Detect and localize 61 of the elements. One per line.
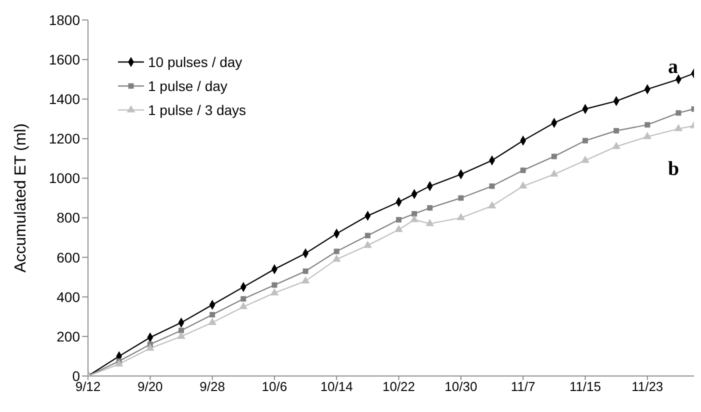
legend-label: 1 pulse / 3 days bbox=[148, 101, 246, 120]
x-tick-label: 11/7 bbox=[510, 379, 536, 394]
x-tick-label: 10/14 bbox=[320, 379, 353, 394]
point bbox=[394, 224, 403, 232]
point bbox=[332, 254, 341, 262]
point bbox=[410, 214, 418, 222]
point bbox=[427, 205, 433, 211]
point bbox=[644, 122, 650, 128]
point bbox=[582, 138, 588, 144]
point bbox=[518, 181, 528, 189]
annotation: a bbox=[668, 56, 678, 79]
point bbox=[208, 318, 216, 326]
point bbox=[520, 168, 526, 174]
annotation: b bbox=[668, 158, 680, 181]
x-tick-label: 11/15 bbox=[569, 379, 602, 394]
point bbox=[177, 332, 186, 339]
x-tick-label: 10/30 bbox=[444, 379, 478, 394]
x-tick-label: 11/23 bbox=[632, 379, 664, 394]
y-tick-label: 1800 bbox=[48, 12, 80, 28]
point bbox=[488, 201, 496, 208]
point bbox=[210, 312, 216, 318]
y-tick-label: 400 bbox=[56, 288, 80, 305]
point bbox=[489, 183, 495, 189]
point bbox=[458, 195, 464, 201]
x-tick-label: 9/20 bbox=[138, 379, 163, 394]
point bbox=[676, 110, 682, 116]
point bbox=[146, 344, 154, 351]
point bbox=[396, 217, 402, 222]
point bbox=[239, 302, 248, 310]
y-axis-title: Accumulated ET (ml) bbox=[12, 123, 30, 273]
y-tick-label: 800 bbox=[56, 210, 80, 226]
y-tick-label: 600 bbox=[56, 249, 80, 266]
point bbox=[426, 218, 434, 226]
x-tick-label: 10/22 bbox=[382, 379, 416, 394]
point bbox=[674, 124, 683, 132]
y-tick-label: 200 bbox=[56, 328, 80, 344]
point bbox=[240, 296, 246, 302]
point bbox=[643, 132, 652, 140]
y-tick-label: 1400 bbox=[48, 91, 80, 108]
point bbox=[301, 276, 310, 284]
point bbox=[456, 212, 466, 220]
y-tick-label: 1600 bbox=[48, 52, 80, 68]
point bbox=[412, 211, 418, 217]
point bbox=[612, 142, 620, 149]
legend-label: 1 pulse / day bbox=[148, 77, 228, 96]
point bbox=[364, 240, 372, 248]
point bbox=[550, 169, 558, 177]
point bbox=[364, 232, 370, 238]
point bbox=[551, 154, 557, 160]
point bbox=[272, 282, 278, 288]
y-tick-label: 1000 bbox=[48, 170, 80, 186]
y-tick-label: 1200 bbox=[48, 130, 80, 147]
x-tick-label: 9/28 bbox=[200, 379, 225, 394]
legend-label: 10 pulses / day bbox=[148, 53, 242, 72]
point bbox=[334, 248, 340, 254]
point bbox=[302, 268, 308, 274]
point bbox=[270, 288, 279, 296]
point bbox=[114, 359, 124, 367]
x-tick-label: 10/6 bbox=[262, 379, 288, 394]
point bbox=[614, 128, 620, 134]
point bbox=[581, 156, 590, 163]
